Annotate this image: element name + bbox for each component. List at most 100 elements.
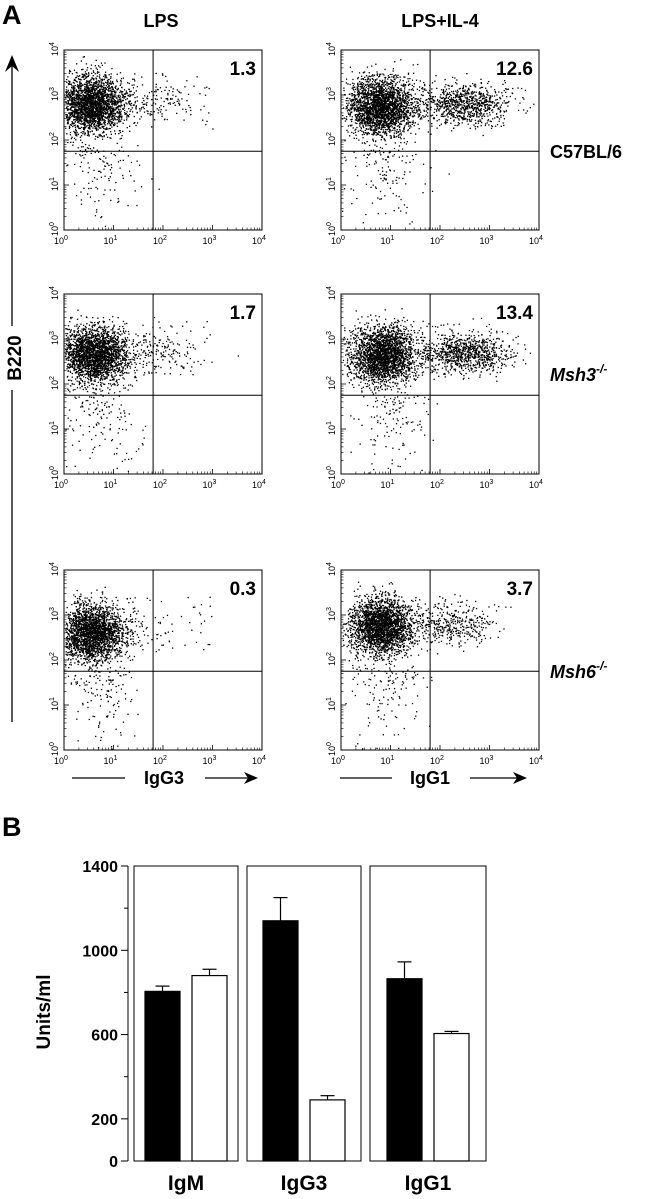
- y-tick-label: 103: [326, 87, 337, 101]
- y-tick-label: 100: [49, 466, 60, 480]
- x-tick-label: 103: [203, 235, 217, 246]
- x-tick-label: 100: [331, 235, 345, 246]
- x-tick-label: 102: [430, 755, 444, 766]
- y-tick-label: 102: [49, 376, 60, 390]
- y-tick-label: 100: [326, 222, 337, 236]
- y-tick-label: 101: [326, 177, 337, 191]
- bar-igm-series1: [144, 990, 181, 1162]
- quadrant-percentage: 1.3: [230, 59, 256, 80]
- y-tick-label: 102: [326, 652, 337, 666]
- y-tick-label: 1000: [82, 943, 118, 960]
- x-tick-label: 102: [153, 479, 167, 490]
- x-tick-label: 100: [54, 235, 68, 246]
- quadrant-percentage: 0.3: [230, 579, 256, 600]
- quadrant-percentage: 1.7: [230, 303, 256, 324]
- x-tick-label: 102: [430, 479, 444, 490]
- x-tick-label: 104: [252, 755, 266, 766]
- x-tick-label: 104: [529, 235, 543, 246]
- y-tick-label: 103: [326, 331, 337, 345]
- y-tick-label: 104: [326, 286, 337, 300]
- x-tick-label: 104: [252, 479, 266, 490]
- y-tick-label: 101: [49, 177, 60, 191]
- y-tick-label: 0: [109, 1154, 118, 1171]
- bar-igg1-series1: [386, 978, 423, 1162]
- y-tick-label: 100: [326, 742, 337, 756]
- y-tick-label: 101: [49, 697, 60, 711]
- bar-chart-ylabel: Units/ml: [34, 975, 55, 1050]
- x-tick-label: 100: [54, 479, 68, 490]
- x-axis-label-igg3: IgG3: [144, 768, 184, 788]
- y-tick-label: 102: [49, 132, 60, 146]
- x-tick-label: 103: [203, 479, 217, 490]
- x-tick-label: 102: [430, 235, 444, 246]
- y-tick-label: 104: [326, 42, 337, 56]
- bar-igg1-series2: [433, 1032, 470, 1162]
- y-tick-label: 103: [326, 607, 337, 621]
- x-tick-label: 102: [153, 755, 167, 766]
- strain-label-c57bl6: C57BL/6: [550, 142, 622, 162]
- category-box-igm: [133, 865, 239, 1162]
- x-tick-label: 100: [54, 755, 68, 766]
- bar-igg3-series1: [262, 920, 299, 1162]
- strain-label-msh6: Msh6-/-: [550, 659, 607, 682]
- y-tick-label: 100: [49, 222, 60, 236]
- bar-igg3-series2: [309, 1099, 346, 1162]
- x-tick-label: 101: [381, 755, 395, 766]
- y-tick-label: 1400: [82, 859, 118, 876]
- x-tick-label: 101: [381, 235, 395, 246]
- y-tick-label: 600: [91, 1028, 118, 1045]
- y-tick-label: 102: [49, 652, 60, 666]
- y-tick-label: 101: [49, 421, 60, 435]
- y-tick-label: 104: [49, 562, 60, 576]
- y-tick-label: 101: [326, 697, 337, 711]
- panel-a-letter: A: [2, 0, 22, 30]
- quadrant-percentage: 13.4: [496, 303, 533, 324]
- y-tick-label: 104: [49, 42, 60, 56]
- x-category-label: IgG3: [281, 1172, 328, 1195]
- y-tick-label: 101: [326, 421, 337, 435]
- quadrant-percentage: 12.6: [496, 59, 533, 80]
- y-tick-label: 103: [49, 331, 60, 345]
- column-header-lps: LPS: [143, 11, 178, 31]
- x-tick-label: 101: [381, 479, 395, 490]
- y-tick-label: 103: [49, 607, 60, 621]
- event-dots: [342, 59, 535, 225]
- event-dots: [65, 309, 239, 472]
- x-axis-arrow-head-igg3: [244, 772, 258, 784]
- y-axis-arrow-head: [5, 55, 19, 72]
- event-dots: [65, 56, 214, 227]
- x-tick-label: 102: [153, 235, 167, 246]
- y-tick-label: 102: [326, 132, 337, 146]
- x-tick-label: 101: [104, 235, 118, 246]
- y-tick-label: 200: [91, 1112, 118, 1129]
- x-tick-label: 101: [104, 479, 118, 490]
- x-axis-label-igg1: IgG1: [410, 768, 450, 788]
- y-tick-label: 100: [326, 466, 337, 480]
- event-dots: [342, 308, 532, 474]
- y-tick-label: 103: [49, 87, 60, 101]
- x-tick-label: 103: [480, 755, 494, 766]
- x-tick-label: 104: [252, 235, 266, 246]
- bar-igm-series2: [191, 974, 228, 1162]
- bar-chart: 0 200 600 1000 1400 IgM IgG3 IgG1: [82, 859, 487, 1195]
- y-tick-label: 102: [326, 376, 337, 390]
- x-tick-label: 103: [480, 235, 494, 246]
- x-tick-label: 100: [331, 755, 345, 766]
- category-box-igg1: [369, 865, 487, 1162]
- y-axis-label-b220: B220: [5, 335, 26, 380]
- x-tick-label: 101: [104, 755, 118, 766]
- strain-label-msh3: Msh3-/-: [550, 362, 607, 385]
- flow-plots: 1001001011011021021031031041041.31001001…: [49, 42, 543, 766]
- y-tick-label: 100: [49, 742, 60, 756]
- category-box-igg3: [246, 865, 362, 1162]
- x-category-label: IgM: [168, 1172, 204, 1195]
- x-tick-label: 100: [331, 479, 345, 490]
- x-tick-label: 103: [480, 479, 494, 490]
